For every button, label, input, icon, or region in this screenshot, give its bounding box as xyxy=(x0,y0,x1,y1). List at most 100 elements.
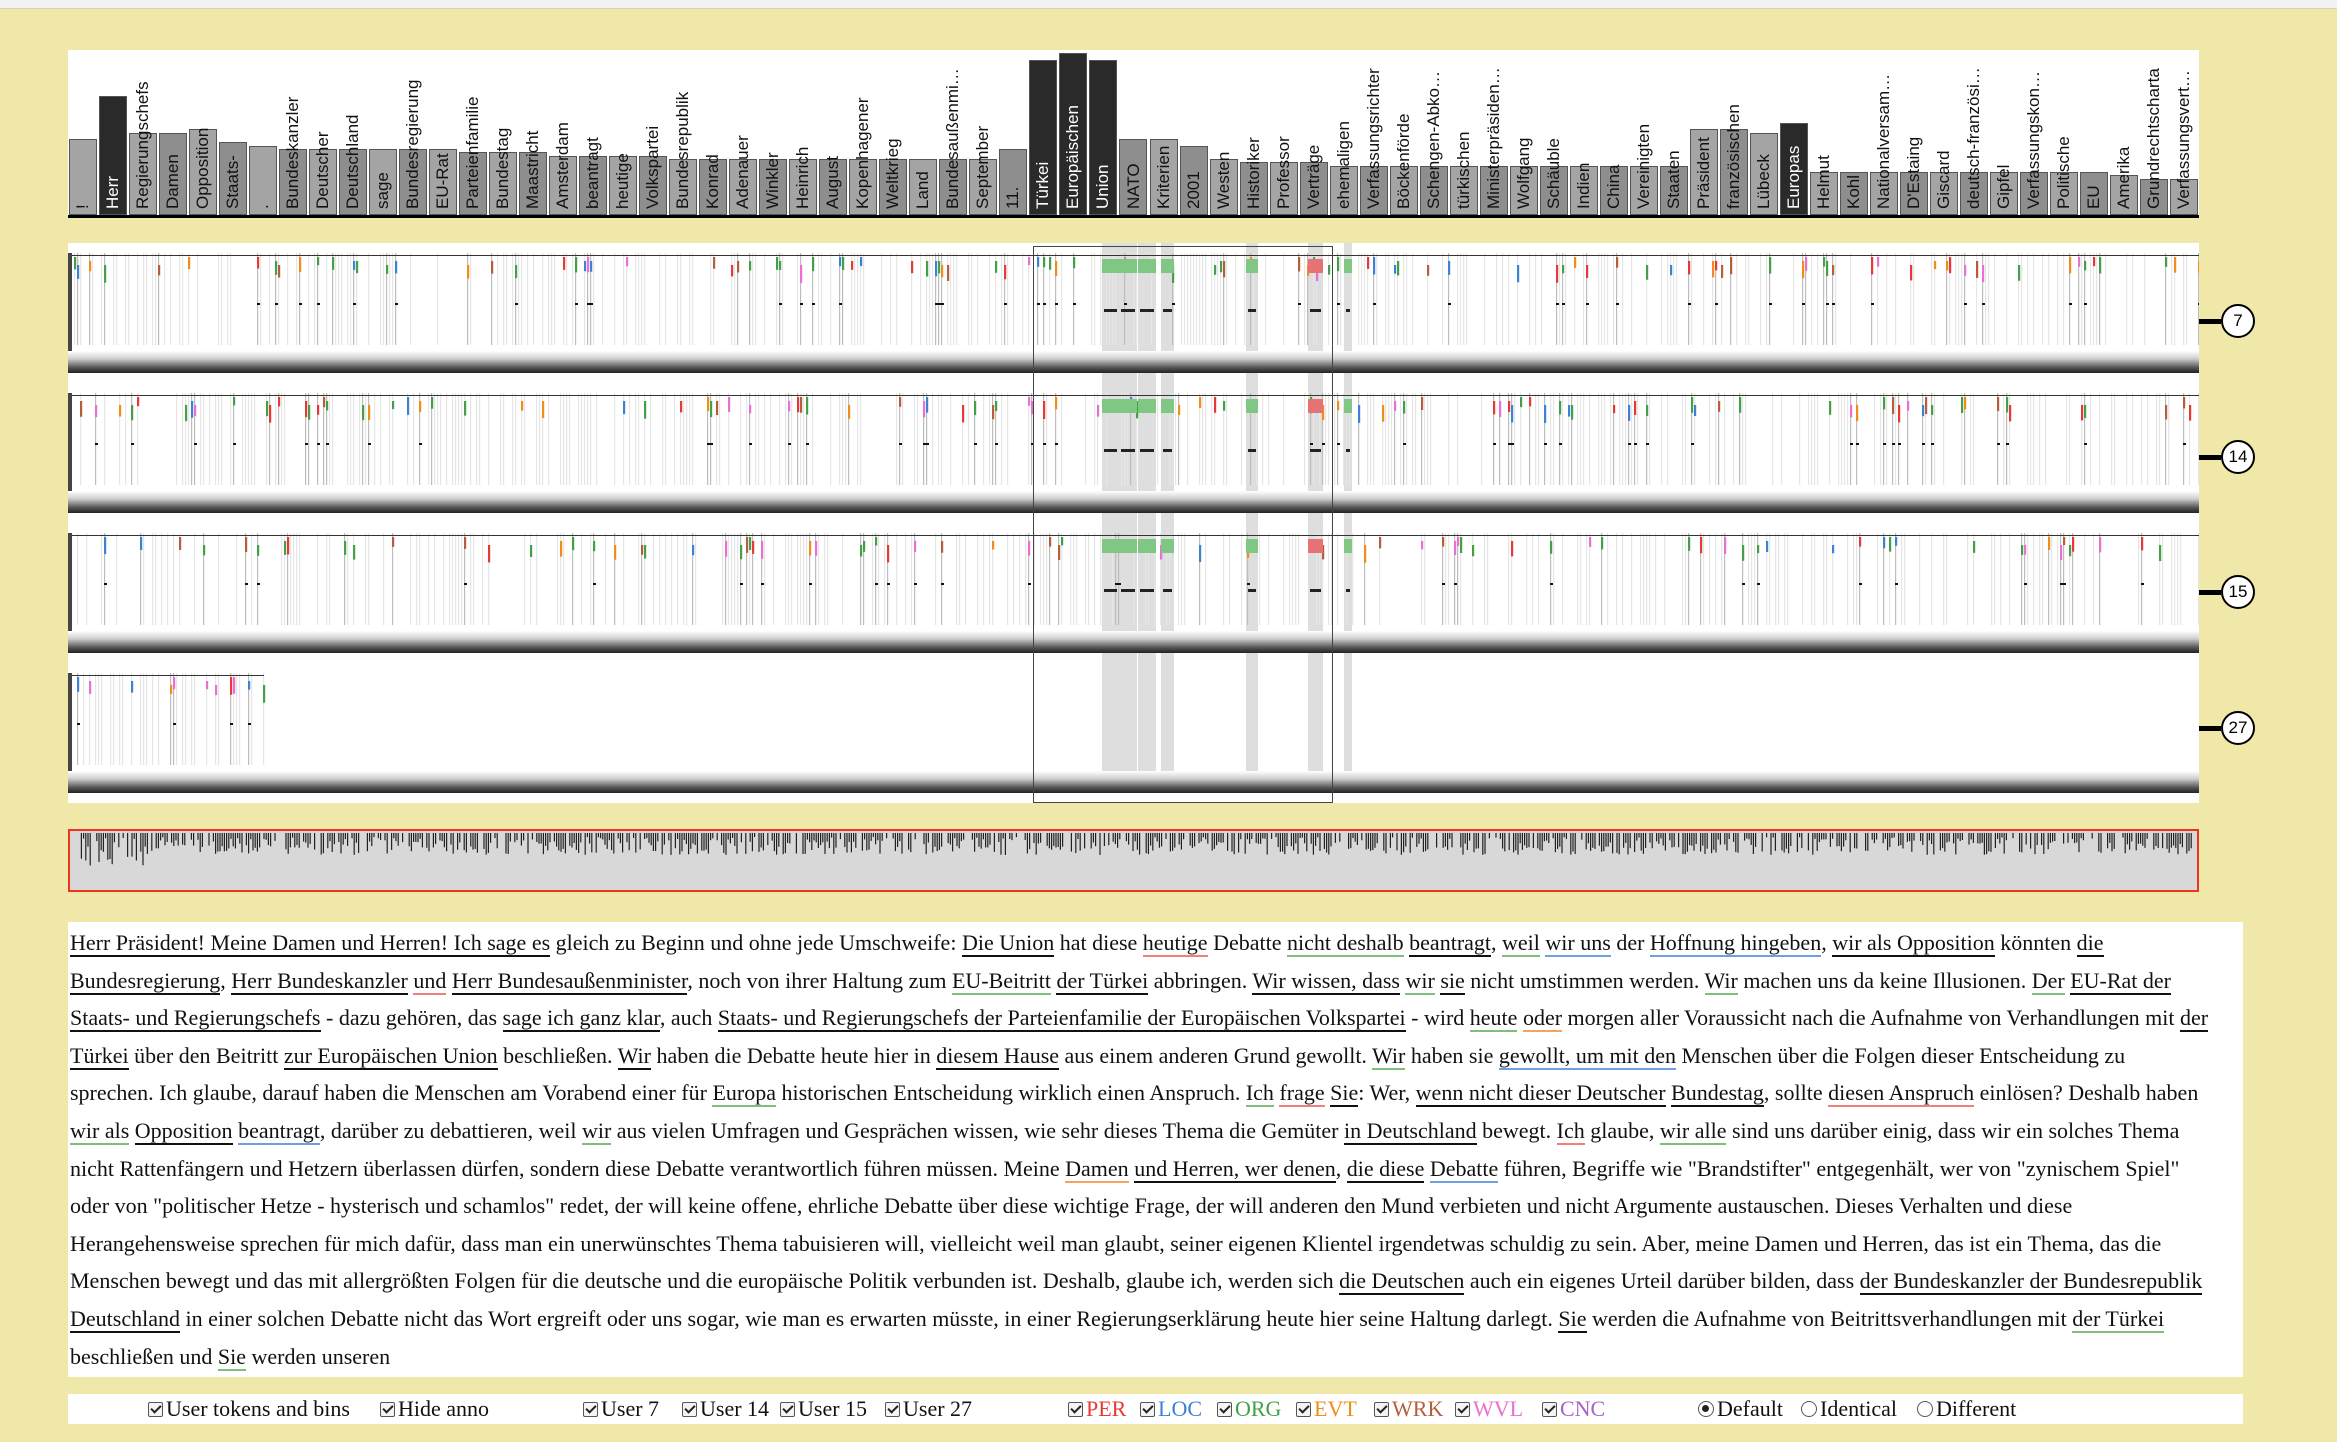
keyword-label[interactable]: Amerika xyxy=(2113,146,2133,209)
keyword-bar[interactable] xyxy=(609,155,638,215)
keyword-label[interactable]: Böckenförde xyxy=(1393,113,1413,209)
keyword-bar[interactable] xyxy=(1539,165,1568,215)
keyword-bar[interactable] xyxy=(1569,165,1598,215)
keyword-label[interactable]: Bundesrepublik xyxy=(673,91,693,209)
keyword-bar[interactable] xyxy=(849,158,878,215)
keyword-label[interactable]: Europäischen xyxy=(1063,105,1083,209)
mode-different-radio[interactable]: Different xyxy=(1917,1395,2016,1423)
annotated-token[interactable]: frage xyxy=(1279,1080,1325,1108)
annotated-token[interactable]: Damen xyxy=(1065,1155,1129,1183)
keyword-bar[interactable] xyxy=(1239,162,1268,215)
mode-identical-radio[interactable]: Identical xyxy=(1801,1395,1897,1423)
keyword-bar[interactable] xyxy=(2139,178,2168,215)
mode-default-radio[interactable]: Default xyxy=(1698,1395,1783,1423)
keyword-label[interactable]: Vereinigten xyxy=(1633,123,1653,209)
keyword-bar[interactable] xyxy=(1659,165,1688,215)
radio-selected-icon[interactable] xyxy=(1698,1401,1714,1417)
keyword-bar[interactable] xyxy=(1419,165,1448,215)
keyword-label[interactable]: Schäuble xyxy=(1543,138,1563,209)
lane-user-badge[interactable]: 27 xyxy=(2221,710,2255,745)
keyword-label[interactable]: Opposition xyxy=(193,127,213,209)
keyword-label[interactable]: Westen xyxy=(1213,151,1233,209)
keyword-bar[interactable] xyxy=(99,96,127,215)
checkbox-checked-icon[interactable] xyxy=(780,1401,795,1417)
keyword-bar[interactable] xyxy=(1839,172,1868,215)
keyword-bar[interactable] xyxy=(219,142,248,215)
annotated-token[interactable]: wenn nicht dieser Deutscher xyxy=(1415,1080,1666,1108)
keyword-label[interactable]: Winkler xyxy=(763,152,783,209)
annotated-token[interactable]: die Deutschen xyxy=(1339,1268,1465,1296)
keyword-label[interactable]: Türkei xyxy=(1033,161,1053,209)
keyword-bar[interactable] xyxy=(2079,172,2108,215)
keyword-label[interactable]: Helmut xyxy=(1813,155,1833,209)
keyword-label[interactable]: Verfassungsrichter xyxy=(1363,68,1383,209)
keyword-bar[interactable] xyxy=(1389,165,1418,215)
keyword-label[interactable]: Konrad xyxy=(703,154,723,209)
keyword-bar[interactable] xyxy=(1209,158,1238,215)
keyword-bar[interactable] xyxy=(969,158,998,215)
keyword-label[interactable]: Amsterdam xyxy=(553,122,573,209)
keyword-bar[interactable] xyxy=(1479,165,1508,215)
org-checkbox[interactable]: ORG xyxy=(1217,1395,1281,1423)
keyword-bar[interactable] xyxy=(1029,59,1058,215)
annotated-token[interactable]: Wir xyxy=(617,1042,651,1070)
keyword-label[interactable]: Professor xyxy=(1273,136,1293,209)
keyword-label[interactable]: Bundeskanzler xyxy=(283,96,303,209)
annotated-token[interactable]: EU-Beitritt xyxy=(951,967,1051,995)
keyword-bar[interactable] xyxy=(159,132,188,215)
annotated-token[interactable]: gewollt, um mit den xyxy=(1498,1042,1677,1070)
keyword-label[interactable]: Politische xyxy=(2053,136,2073,209)
keyword-label[interactable]: Herr xyxy=(103,175,123,209)
keyword-label[interactable]: sage xyxy=(373,172,393,209)
user-7-checkbox[interactable]: User 7 xyxy=(583,1395,659,1423)
keyword-label[interactable]: D'Estaing xyxy=(1903,136,1923,209)
annotated-token[interactable]: zur Europäischen Union xyxy=(283,1042,498,1070)
annotated-token[interactable]: Wir wissen, dass xyxy=(1252,967,1400,995)
checkbox-checked-icon[interactable] xyxy=(1140,1401,1155,1417)
annotated-token[interactable]: EU-Rat der Staats- und Regierungschefs xyxy=(70,967,2171,1033)
user-14-checkbox[interactable]: User 14 xyxy=(682,1395,769,1423)
keyword-bar[interactable] xyxy=(1629,165,1658,215)
keyword-bar[interactable] xyxy=(1869,172,1898,215)
annotated-token[interactable]: der Türkei xyxy=(1056,967,1149,995)
annotated-token[interactable]: der Türkei xyxy=(2072,1305,2165,1333)
keyword-label[interactable]: Weltkrieg xyxy=(883,138,903,209)
keyword-bar[interactable] xyxy=(909,158,938,215)
annotated-token[interactable]: Die Union xyxy=(961,930,1055,957)
checkbox-checked-icon[interactable] xyxy=(1296,1401,1311,1417)
keyword-bar[interactable] xyxy=(129,132,158,215)
keyword-label[interactable]: EU-Rat xyxy=(433,153,453,209)
keyword-label[interactable]: Bundestag xyxy=(493,127,513,209)
keyword-label[interactable]: Kohl xyxy=(1843,174,1863,209)
keyword-label[interactable]: Heinrich xyxy=(793,146,813,209)
keyword-bar[interactable] xyxy=(369,149,398,215)
keyword-label[interactable]: Wolfgang xyxy=(1513,137,1533,209)
wvl-checkbox[interactable]: WVL xyxy=(1455,1395,1523,1423)
keyword-bar[interactable] xyxy=(489,152,518,215)
keyword-label[interactable]: Lübeck xyxy=(1753,154,1773,209)
keyword-label[interactable]: Verfassungskon… xyxy=(2023,71,2043,209)
per-checkbox[interactable]: PER xyxy=(1068,1395,1126,1423)
annotated-token[interactable]: weil xyxy=(1502,930,1540,957)
keyword-bar[interactable] xyxy=(879,158,908,215)
keyword-label[interactable]: Grundrechtscharta xyxy=(2143,68,2163,209)
keyword-label[interactable]: ehemaligen xyxy=(1333,121,1353,209)
annotated-token[interactable]: Der xyxy=(2031,967,2065,995)
checkbox-checked-icon[interactable] xyxy=(1217,1401,1232,1417)
annotated-token[interactable]: wir alle xyxy=(1659,1117,1727,1145)
loc-checkbox[interactable]: LOC xyxy=(1140,1395,1202,1423)
annotated-token[interactable]: Wir xyxy=(1704,967,1738,995)
keyword-bar[interactable] xyxy=(279,149,308,215)
annotated-token[interactable]: heutige xyxy=(1142,930,1208,957)
keyword-bar[interactable] xyxy=(1089,59,1118,215)
keyword-label[interactable]: Adenauer xyxy=(733,135,753,209)
wrk-checkbox[interactable]: WRK xyxy=(1374,1395,1443,1423)
keyword-label[interactable]: Regierungschefs xyxy=(133,81,153,209)
checkbox-checked-icon[interactable] xyxy=(682,1401,697,1417)
annotated-token[interactable]: die Bundesregierung xyxy=(70,930,2104,995)
annotated-token[interactable]: Sie xyxy=(1558,1305,1587,1333)
checkbox-checked-icon[interactable] xyxy=(1542,1401,1557,1417)
keyword-label[interactable]: Bundesregierung xyxy=(403,79,423,209)
keyword-bar[interactable] xyxy=(309,149,338,215)
lane-user-badge[interactable]: 15 xyxy=(2221,575,2255,609)
